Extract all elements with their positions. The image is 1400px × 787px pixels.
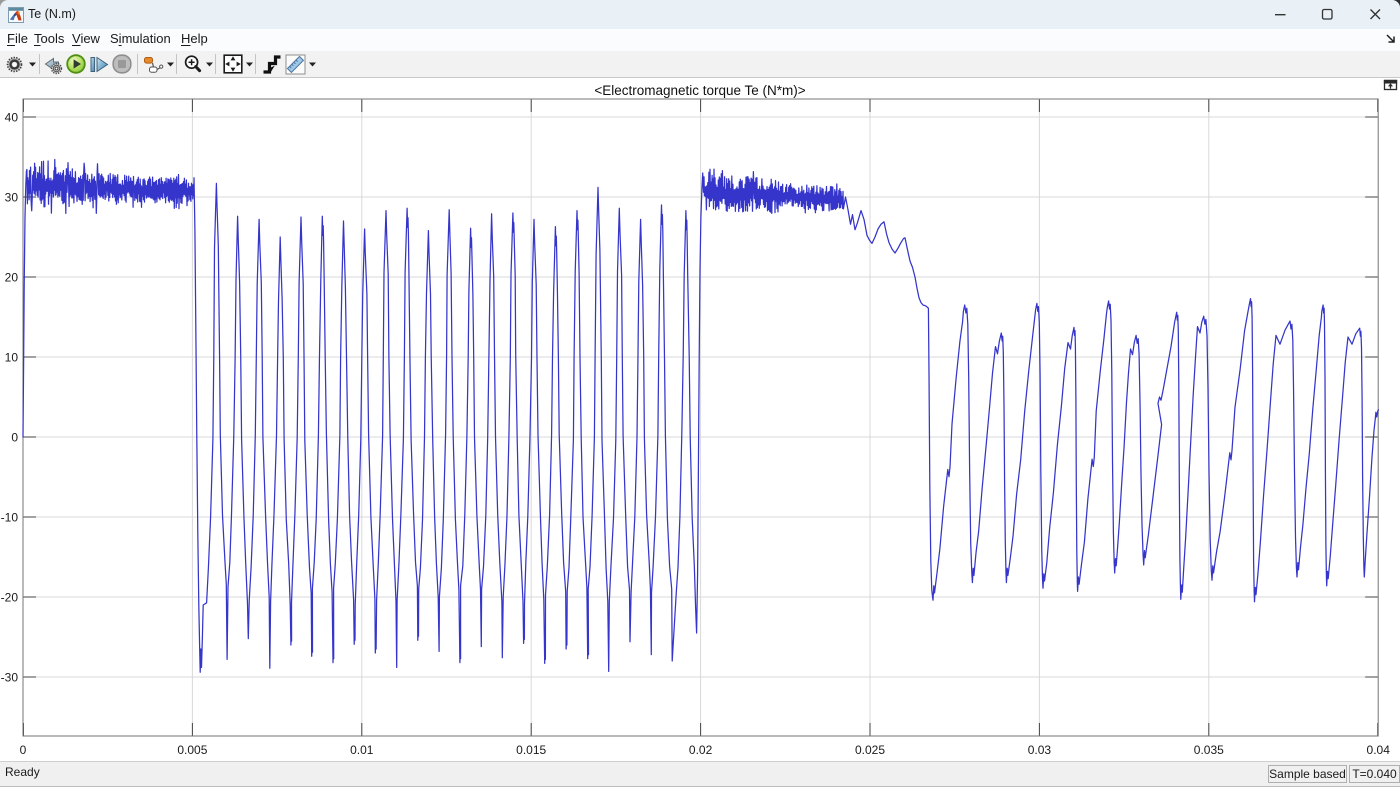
svg-text:0.02: 0.02 [689, 743, 713, 757]
svg-text:-30: -30 [1, 671, 19, 685]
svg-text:-10: -10 [1, 511, 19, 525]
svg-text:0.01: 0.01 [350, 743, 374, 757]
svg-text:0.03: 0.03 [1028, 743, 1052, 757]
svg-text:0.04: 0.04 [1367, 743, 1391, 757]
svg-text:0: 0 [11, 431, 18, 445]
svg-text:0.015: 0.015 [516, 743, 546, 757]
svg-text:0.035: 0.035 [1194, 743, 1224, 757]
svg-text:0: 0 [20, 743, 27, 757]
svg-text:30: 30 [5, 191, 19, 205]
svg-text:0.025: 0.025 [855, 743, 885, 757]
svg-text:<Electromagnetic torque Te (N*: <Electromagnetic torque Te (N*m)> [594, 83, 805, 98]
svg-text:0.005: 0.005 [177, 743, 207, 757]
svg-text:40: 40 [5, 111, 19, 125]
svg-text:20: 20 [5, 271, 19, 285]
svg-text:10: 10 [5, 351, 19, 365]
svg-text:-20: -20 [1, 591, 19, 605]
